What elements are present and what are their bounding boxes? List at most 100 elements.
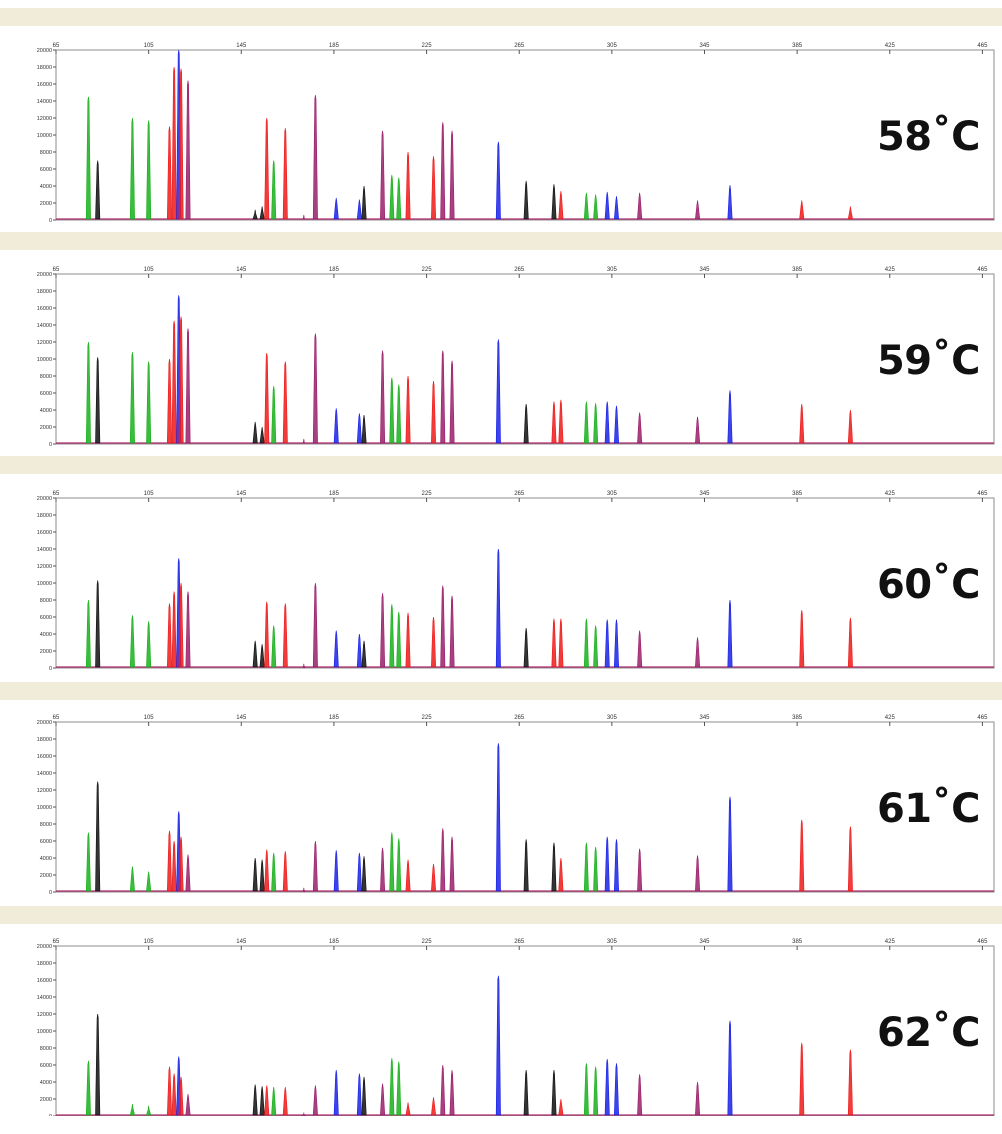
peak xyxy=(185,591,191,668)
y-tick-label: 20000 xyxy=(37,496,52,502)
y-tick-label: 8000 xyxy=(40,822,52,828)
peak xyxy=(146,361,152,444)
peak xyxy=(799,610,805,668)
y-tick-label: 18000 xyxy=(37,289,52,295)
peak xyxy=(558,618,564,668)
peak xyxy=(613,196,620,220)
peak xyxy=(695,855,701,892)
x-tick-label: 65 xyxy=(53,43,60,49)
y-tick-label: 6000 xyxy=(40,1063,52,1069)
y-tick-label: 4000 xyxy=(40,1080,52,1086)
y-tick-label: 16000 xyxy=(37,978,52,984)
peak xyxy=(171,840,177,892)
peak xyxy=(271,160,277,220)
x-tick-label: 225 xyxy=(422,491,433,497)
separator-band xyxy=(0,232,1002,250)
x-tick-label: 265 xyxy=(514,939,525,945)
x-tick-label: 345 xyxy=(699,491,710,497)
peak xyxy=(166,126,172,220)
peak xyxy=(361,856,367,892)
peak xyxy=(727,185,733,220)
x-tick-label: 265 xyxy=(514,267,525,273)
x-tick-label: 265 xyxy=(514,43,525,49)
peak xyxy=(396,177,402,220)
separator-band xyxy=(0,456,1002,474)
peak xyxy=(312,1085,318,1116)
peak xyxy=(264,353,270,444)
x-tick-label: 305 xyxy=(607,43,618,49)
x-tick-label: 185 xyxy=(329,715,340,721)
x-tick-label: 305 xyxy=(607,491,618,497)
y-tick-label: 16000 xyxy=(37,82,52,88)
peak xyxy=(593,846,599,892)
peak xyxy=(593,403,599,444)
peak xyxy=(405,612,411,668)
y-tick-label: 0 xyxy=(49,442,52,448)
separator-band xyxy=(0,682,1002,700)
peak xyxy=(185,854,191,892)
peak xyxy=(604,619,610,668)
peak xyxy=(301,438,307,444)
x-tick-label: 425 xyxy=(885,267,896,273)
x-tick-label: 145 xyxy=(236,491,247,497)
peak xyxy=(264,601,270,668)
y-tick-label: 12000 xyxy=(37,564,52,570)
y-tick-label: 14000 xyxy=(37,323,52,329)
peak xyxy=(171,1073,177,1116)
y-tick-label: 20000 xyxy=(37,720,52,726)
peak xyxy=(166,603,172,668)
peak xyxy=(389,604,395,668)
temperature-label: 59˚C xyxy=(876,338,981,384)
temperature-label: 61˚C xyxy=(876,786,981,832)
peak xyxy=(356,199,362,220)
peak xyxy=(171,320,177,444)
y-tick-label: 10000 xyxy=(37,133,52,139)
peak xyxy=(85,1060,91,1116)
x-tick-label: 385 xyxy=(792,491,803,497)
peak xyxy=(405,375,411,444)
peak xyxy=(637,412,643,444)
peak xyxy=(551,842,557,892)
y-tick-label: 8000 xyxy=(40,374,52,380)
peak xyxy=(727,390,733,444)
peak xyxy=(593,194,599,220)
y-tick-label: 2000 xyxy=(40,1097,52,1103)
x-tick-label: 145 xyxy=(236,43,247,49)
x-tick-label: 105 xyxy=(144,715,155,721)
peak xyxy=(95,1013,101,1116)
peak xyxy=(312,333,318,444)
peak xyxy=(405,151,411,220)
peak xyxy=(727,599,733,668)
separator-band xyxy=(0,906,1002,924)
y-tick-label: 0 xyxy=(49,890,52,896)
peak xyxy=(271,852,277,892)
peak xyxy=(495,548,501,668)
x-tick-label: 105 xyxy=(144,43,155,49)
y-tick-label: 18000 xyxy=(37,737,52,743)
peak xyxy=(604,401,610,444)
x-tick-label: 145 xyxy=(236,267,247,273)
peak xyxy=(85,96,91,220)
peak xyxy=(637,630,643,668)
peak xyxy=(259,1086,265,1116)
peak xyxy=(259,859,265,892)
peak xyxy=(259,644,265,668)
peak xyxy=(259,206,265,220)
peak xyxy=(301,214,307,220)
y-tick-label: 20000 xyxy=(37,272,52,278)
peak xyxy=(333,630,339,668)
peak xyxy=(727,1020,733,1116)
x-tick-label: 465 xyxy=(977,939,988,945)
peak xyxy=(523,180,529,220)
peak xyxy=(252,421,258,444)
peak xyxy=(178,316,184,444)
y-tick-label: 6000 xyxy=(40,839,52,845)
y-tick-label: 10000 xyxy=(37,805,52,811)
peak xyxy=(301,663,307,669)
peak xyxy=(389,832,395,892)
peak xyxy=(495,743,501,892)
x-tick-label: 305 xyxy=(607,939,618,945)
peak xyxy=(637,1074,643,1116)
peak xyxy=(185,1093,191,1116)
peak xyxy=(380,593,386,668)
